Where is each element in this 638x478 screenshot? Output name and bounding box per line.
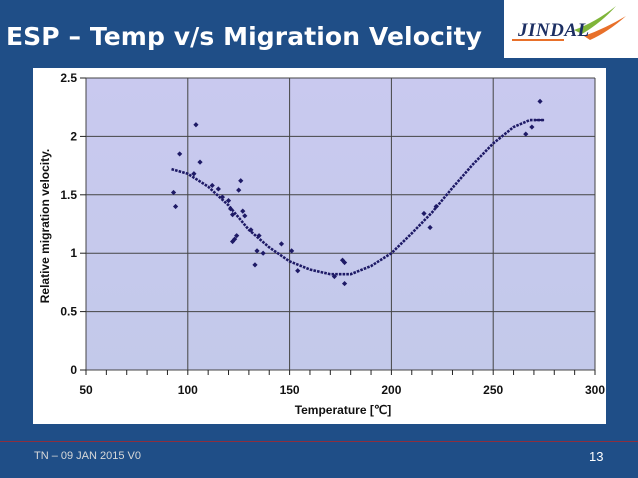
grid-lines <box>85 77 596 371</box>
data-point <box>238 178 244 184</box>
data-point <box>248 227 254 233</box>
data-point <box>215 186 221 192</box>
data-point <box>229 212 236 218</box>
y-axis-label: Relative migration velocity. <box>38 149 52 304</box>
data-point <box>236 187 242 193</box>
page-number: 13 <box>589 449 604 464</box>
data-point <box>225 198 232 204</box>
axis-ticks: 50 100 150 200 250 300 0 0.5 1 1.5 2 2.5 <box>60 71 605 397</box>
data-point <box>240 208 246 214</box>
data-point <box>209 182 215 189</box>
data-point <box>341 259 348 266</box>
data-point <box>172 203 179 210</box>
y-tick-label: 2 <box>70 129 77 143</box>
data-point <box>242 213 248 219</box>
data-point <box>197 159 203 165</box>
x-tick-label: 300 <box>585 383 605 397</box>
trend-line <box>171 118 545 276</box>
y-tick-label: 0.5 <box>60 305 77 319</box>
data-point <box>191 171 197 177</box>
data-point <box>427 224 433 231</box>
x-tick-label: 50 <box>79 383 93 397</box>
data-point <box>232 236 238 242</box>
trend-series <box>171 118 545 276</box>
logo-swoosh-icon <box>512 6 626 41</box>
data-point <box>289 248 295 254</box>
migration-velocity-chart: 50 100 150 200 250 300 0 0.5 1 1.5 2 2.5 Temperatur… <box>38 71 605 417</box>
data-point <box>341 280 348 287</box>
data-point <box>433 203 439 210</box>
x-tick-label: 200 <box>381 383 401 397</box>
x-axis-label: Temperature [℃] <box>295 403 392 417</box>
logo-text: JINDAL <box>518 20 590 41</box>
slide-title: ESP – Temp v/s Migration Velocity <box>6 22 483 51</box>
x-tick-label: 150 <box>280 383 300 397</box>
y-tick-label: 2.5 <box>60 71 77 85</box>
footer-version: TN – 09 JAN 2015 V0 <box>34 450 142 462</box>
data-point <box>331 273 337 280</box>
plot-area <box>86 78 595 370</box>
y-tick-label: 0 <box>70 363 77 377</box>
data-point <box>529 124 535 130</box>
data-point <box>234 233 240 239</box>
measured-series <box>170 98 543 287</box>
footer-divider <box>0 441 638 442</box>
y-tick-label: 1 <box>70 246 77 260</box>
x-tick-label: 100 <box>178 383 198 397</box>
data-point <box>193 122 199 128</box>
data-point <box>278 241 285 247</box>
x-tick-label: 250 <box>483 383 503 397</box>
data-point <box>421 210 427 217</box>
data-point <box>170 189 177 196</box>
data-point <box>256 233 262 239</box>
data-point <box>523 131 529 137</box>
data-point <box>227 206 234 212</box>
chart-panel: 50 100 150 200 250 300 0 0.5 1 1.5 2 2.5 Temperatur… <box>33 68 606 424</box>
y-tick-label: 1.5 <box>60 188 77 202</box>
company-logo: JINDAL <box>504 0 638 58</box>
